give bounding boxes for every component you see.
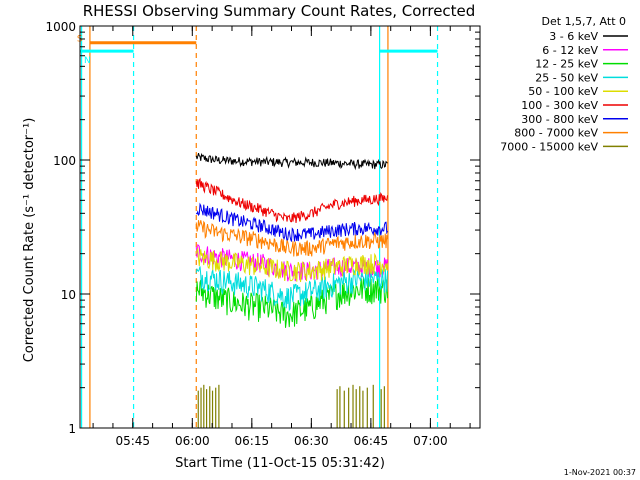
series-line-0 xyxy=(195,152,388,171)
y-tick-label-3: 1000 xyxy=(45,20,76,34)
plot-frame xyxy=(79,25,481,429)
legend-label-4: 50 - 100 keV xyxy=(528,85,598,98)
y-tick-label-2: 100 xyxy=(53,154,76,168)
legend-label-1: 6 - 12 keV xyxy=(542,44,598,57)
legend-label-7: 800 - 7000 keV xyxy=(514,127,598,140)
axis-ticks: 1 10 100 1000 05:45 06:00 06:15 06:30 06:45 07:00 xyxy=(45,20,480,448)
series-group xyxy=(195,152,389,428)
x-tick-label-2: 06:15 xyxy=(235,434,270,448)
legend-header: Det 1,5,7, Att 0 xyxy=(542,15,626,28)
legend-label-5: 100 - 300 keV xyxy=(521,99,598,112)
legend-label-2: 12 - 25 keV xyxy=(535,58,598,71)
legend-label-8: 7000 - 15000 keV xyxy=(500,140,598,153)
chart-title: RHESSI Observing Summary Count Rates, Co… xyxy=(83,2,476,20)
series-line-3 xyxy=(195,266,389,312)
series-line-4 xyxy=(195,246,389,283)
y-axis-label: Corrected Count Rate (s⁻¹ detector⁻¹) xyxy=(22,118,37,363)
x-axis-label: Start Time (11-Oct-15 05:31:42) xyxy=(175,456,385,471)
flag-label-1: N xyxy=(84,56,91,66)
x-tick-label-1: 06:00 xyxy=(175,434,210,448)
series-line-2 xyxy=(195,277,389,328)
mode-flags: SN xyxy=(77,35,438,66)
legend-label-0: 3 - 6 keV xyxy=(549,30,598,43)
legend-label-3: 25 - 50 keV xyxy=(535,71,598,84)
x-tick-label-3: 06:30 xyxy=(294,434,329,448)
x-tick-label-5: 07:00 xyxy=(413,434,448,448)
y-tick-label-0: 1 xyxy=(68,422,76,436)
plot-border xyxy=(79,25,481,429)
legend-label-6: 300 - 800 keV xyxy=(521,113,598,126)
series-line-7 xyxy=(195,220,389,257)
x-tick-label-0: 05:45 xyxy=(115,434,150,448)
generation-timestamp: 1-Nov-2021 00:37 xyxy=(564,468,636,477)
y-tick-label-1: 10 xyxy=(61,288,76,302)
series-line-5 xyxy=(195,177,389,223)
x-tick-label-4: 06:45 xyxy=(354,434,389,448)
series-line-6 xyxy=(195,202,388,244)
